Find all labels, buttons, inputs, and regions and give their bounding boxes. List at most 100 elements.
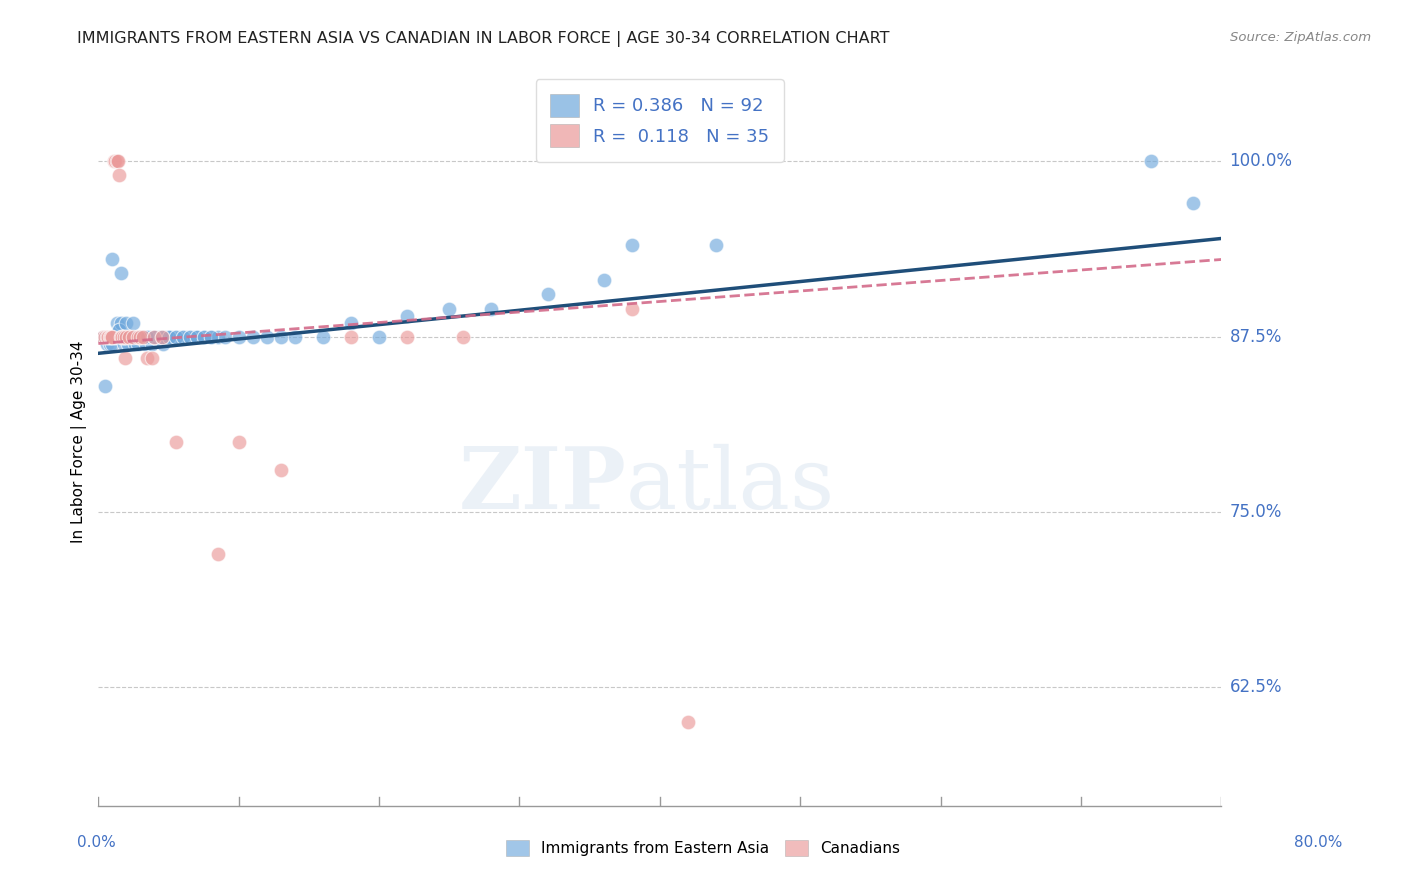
Text: atlas: atlas [626, 443, 835, 527]
Point [165, 434, 187, 449]
Point [146, 329, 169, 343]
Text: 62.5%: 62.5% [1230, 678, 1282, 696]
Point [160, 329, 183, 343]
Point [115, 329, 138, 343]
Point [179, 329, 201, 343]
Point [479, 301, 502, 316]
Point [110, 267, 132, 281]
Point [108, 169, 131, 183]
Point [149, 329, 172, 343]
Point [193, 329, 215, 343]
Point [193, 329, 215, 343]
Point [111, 329, 134, 343]
Point [111, 329, 134, 343]
Point [112, 329, 135, 343]
Point [134, 329, 156, 343]
Point [105, 316, 128, 330]
Point [98, 329, 121, 343]
Point [136, 329, 159, 343]
Text: 80.0%: 80.0% [1295, 836, 1343, 850]
Point [118, 329, 141, 343]
Point [676, 714, 699, 729]
Point [94, 329, 117, 343]
Point [155, 329, 177, 343]
Legend: Immigrants from Eastern Asia, Canadians: Immigrants from Eastern Asia, Canadians [501, 834, 905, 862]
Point [396, 329, 419, 343]
Point [136, 351, 159, 365]
Point [129, 329, 152, 343]
Point [110, 316, 132, 330]
Point [108, 329, 131, 343]
Legend: R = 0.386   N = 92, R =  0.118   N = 35: R = 0.386 N = 92, R = 0.118 N = 35 [536, 79, 785, 161]
Point [112, 336, 135, 351]
Point [157, 329, 180, 343]
Point [368, 329, 391, 343]
Point [131, 329, 153, 343]
Point [270, 462, 292, 476]
Point [312, 329, 335, 343]
Point [592, 273, 614, 287]
Point [118, 329, 141, 343]
Point [124, 336, 146, 351]
Point [620, 238, 643, 252]
Point [704, 238, 727, 252]
Point [98, 336, 121, 351]
Point [150, 329, 173, 343]
Point [94, 378, 117, 392]
Point [396, 309, 419, 323]
Text: ZIP: ZIP [458, 443, 626, 527]
Point [340, 316, 363, 330]
Point [115, 316, 138, 330]
Point [107, 329, 129, 343]
Point [103, 329, 125, 343]
Point [127, 336, 149, 351]
Point [284, 329, 307, 343]
Point [136, 329, 159, 343]
Point [150, 329, 173, 343]
Point [112, 329, 135, 343]
Point [145, 329, 167, 343]
Point [207, 329, 229, 343]
Point [453, 329, 475, 343]
Point [207, 547, 229, 561]
Point [129, 329, 152, 343]
Point [186, 329, 208, 343]
Point [122, 329, 145, 343]
Point [115, 329, 138, 343]
Point [536, 287, 558, 301]
Point [101, 329, 124, 343]
Point [141, 351, 163, 365]
Point [110, 329, 132, 343]
Point [132, 329, 155, 343]
Point [200, 329, 222, 343]
Point [103, 154, 125, 169]
Point [172, 329, 194, 343]
Point [242, 329, 264, 343]
Point [107, 154, 129, 169]
Point [125, 329, 148, 343]
Point [141, 336, 163, 351]
Point [127, 329, 149, 343]
Text: 75.0%: 75.0% [1230, 502, 1282, 521]
Point [157, 329, 180, 343]
Point [256, 329, 278, 343]
Point [122, 316, 145, 330]
Point [100, 329, 122, 343]
Point [1140, 154, 1163, 169]
Point [138, 329, 160, 343]
Point [96, 336, 118, 351]
Point [228, 434, 250, 449]
Point [139, 329, 162, 343]
Text: IMMIGRANTS FROM EASTERN ASIA VS CANADIAN IN LABOR FORCE | AGE 30-34 CORRELATION : IMMIGRANTS FROM EASTERN ASIA VS CANADIAN… [77, 31, 890, 47]
Point [114, 329, 136, 343]
Text: 0.0%: 0.0% [77, 836, 117, 850]
Point [183, 329, 205, 343]
Point [100, 329, 122, 343]
Point [169, 329, 191, 343]
Point [340, 329, 363, 343]
Point [200, 329, 222, 343]
Point [101, 336, 124, 351]
Point [620, 301, 643, 316]
Point [129, 329, 152, 343]
Point [135, 336, 157, 351]
